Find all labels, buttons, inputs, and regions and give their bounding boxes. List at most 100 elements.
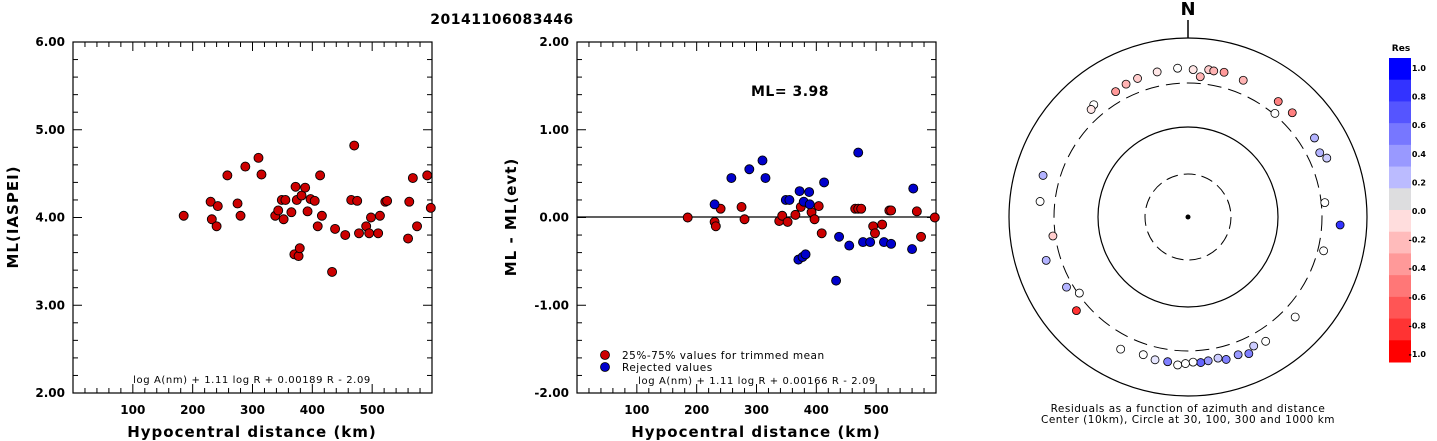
station-marker	[1163, 357, 1173, 367]
colorbar-tick-label: -0.4	[1409, 264, 1427, 273]
station-marker	[1138, 350, 1148, 360]
data-point	[309, 195, 320, 206]
data-point	[222, 170, 233, 181]
data-point-rejected	[865, 237, 876, 248]
data-point-trimmed	[886, 205, 897, 216]
data-point-trimmed	[911, 206, 922, 217]
data-point	[412, 221, 422, 232]
station-marker	[1319, 246, 1329, 256]
circle-300km	[1053, 82, 1323, 352]
data-point-rejected	[819, 177, 830, 188]
data-point-trimmed	[809, 214, 820, 225]
colorbar-tick-label: 0.2	[1412, 178, 1426, 187]
colorbar-swatch	[1389, 296, 1411, 320]
data-point	[374, 210, 385, 221]
colorbar-swatch	[1389, 166, 1411, 189]
x-tick-label: 100	[624, 403, 649, 417]
data-point-trimmed	[736, 202, 747, 212]
polar-caption-line2: Center (10km), Circle at 30, 100, 300 an…	[1041, 414, 1335, 426]
left-formula: log A(nm) + 1.11 log R + 0.00189 R - 2.0…	[133, 375, 371, 386]
station-marker	[1173, 63, 1182, 73]
station-marker	[1290, 312, 1300, 322]
station-marker	[1038, 171, 1048, 180]
colorbar-title: Res	[1392, 44, 1410, 54]
data-point-rejected	[760, 173, 771, 183]
y-tick-label: 2.00	[539, 35, 569, 49]
left-y-axis-label: ML(IASPEI)	[4, 165, 22, 268]
data-point	[403, 233, 414, 244]
station-marker	[1322, 153, 1332, 163]
colorbar-tick-label: 0.8	[1412, 93, 1427, 102]
station-marker	[1219, 67, 1229, 77]
station-marker	[1238, 75, 1248, 85]
station-marker	[1320, 198, 1330, 208]
data-point-rejected	[726, 173, 737, 183]
data-point	[366, 212, 376, 223]
y-tick-label: 4.00	[35, 211, 65, 225]
colorbar-swatch	[1389, 58, 1411, 81]
colorbar-swatch	[1389, 253, 1411, 276]
station-marker	[1213, 353, 1223, 363]
y-tick-label: 5.00	[35, 123, 65, 137]
data-point-rejected	[907, 244, 918, 255]
data-point-rejected	[744, 164, 755, 175]
colorbar-swatch	[1389, 340, 1411, 363]
station-marker	[1221, 355, 1231, 364]
station-marker	[1261, 336, 1271, 346]
data-point-rejected	[886, 238, 897, 249]
data-point	[212, 201, 223, 212]
y-tick-label: -1.00	[534, 298, 569, 312]
station-marker	[1287, 108, 1297, 118]
data-point	[327, 266, 338, 277]
colorbar-tick-label: 0.0	[1412, 207, 1427, 216]
data-point	[211, 221, 222, 232]
data-point	[352, 195, 363, 206]
data-point-trimmed	[856, 203, 867, 214]
colorbar-swatches	[1389, 58, 1411, 363]
x-tick-label: 300	[240, 403, 265, 417]
colorbar-tick-label: -1.0	[1409, 350, 1427, 359]
data-point-trimmed	[870, 228, 880, 239]
data-point	[235, 210, 246, 221]
x-tick-label: 400	[300, 403, 325, 417]
y-tick-label: 6.00	[35, 35, 65, 49]
y-tick-label: 3.00	[35, 298, 65, 312]
data-point-trimmed	[790, 209, 801, 220]
data-point	[302, 206, 313, 217]
colorbar-ticks: 1.0 0.8 0.6 0.4 0.2 0.0 -0.2 -0.4 -0.6 -0.8 -1.0	[1409, 64, 1427, 359]
colorbar-tick-label: -0.2	[1409, 236, 1427, 245]
middle-x-axis-label: Hypocentral distance (km)	[631, 423, 881, 441]
station-marker	[1315, 148, 1325, 158]
data-point	[253, 152, 264, 163]
x-tick-label: 400	[804, 403, 829, 417]
data-point-trimmed	[929, 212, 940, 223]
station-marker	[1062, 282, 1071, 292]
station-marker	[1209, 66, 1219, 76]
colorbar-swatch	[1389, 101, 1411, 124]
station-marker	[1244, 349, 1254, 359]
data-point	[330, 223, 341, 234]
x-tick-label: 300	[744, 403, 769, 417]
colorbar-tick-label: 0.6	[1412, 121, 1427, 130]
station-marker	[1270, 109, 1280, 118]
station-marker	[1188, 357, 1198, 367]
station-marker	[1035, 197, 1045, 206]
middle-points	[682, 147, 940, 286]
colorbar-tick-label: -0.6	[1409, 293, 1427, 302]
station-marker	[1335, 220, 1345, 230]
station-marker	[1273, 97, 1283, 106]
data-point-trimmed	[682, 212, 693, 223]
middle-formula: log A(nm) + 1.11 log R + 0.00166 R - 2.0…	[638, 376, 876, 387]
station-marker	[1310, 133, 1319, 143]
left-x-axis-label: Hypocentral distance (km)	[127, 423, 377, 441]
left-ticks: 100 200 300 400 500 2.00 3.00 4.00 5.00 6.00	[35, 35, 432, 417]
data-point-rejected	[831, 275, 842, 286]
data-point	[315, 170, 326, 181]
data-point-trimmed	[739, 214, 750, 225]
middle-y-axis-label: ML - ML(evt)	[502, 158, 520, 276]
data-point-rejected	[804, 187, 815, 198]
epicenter-dot	[1185, 214, 1191, 220]
station-marker	[1188, 65, 1198, 75]
data-point	[425, 202, 436, 213]
legend-red-marker	[600, 350, 610, 360]
